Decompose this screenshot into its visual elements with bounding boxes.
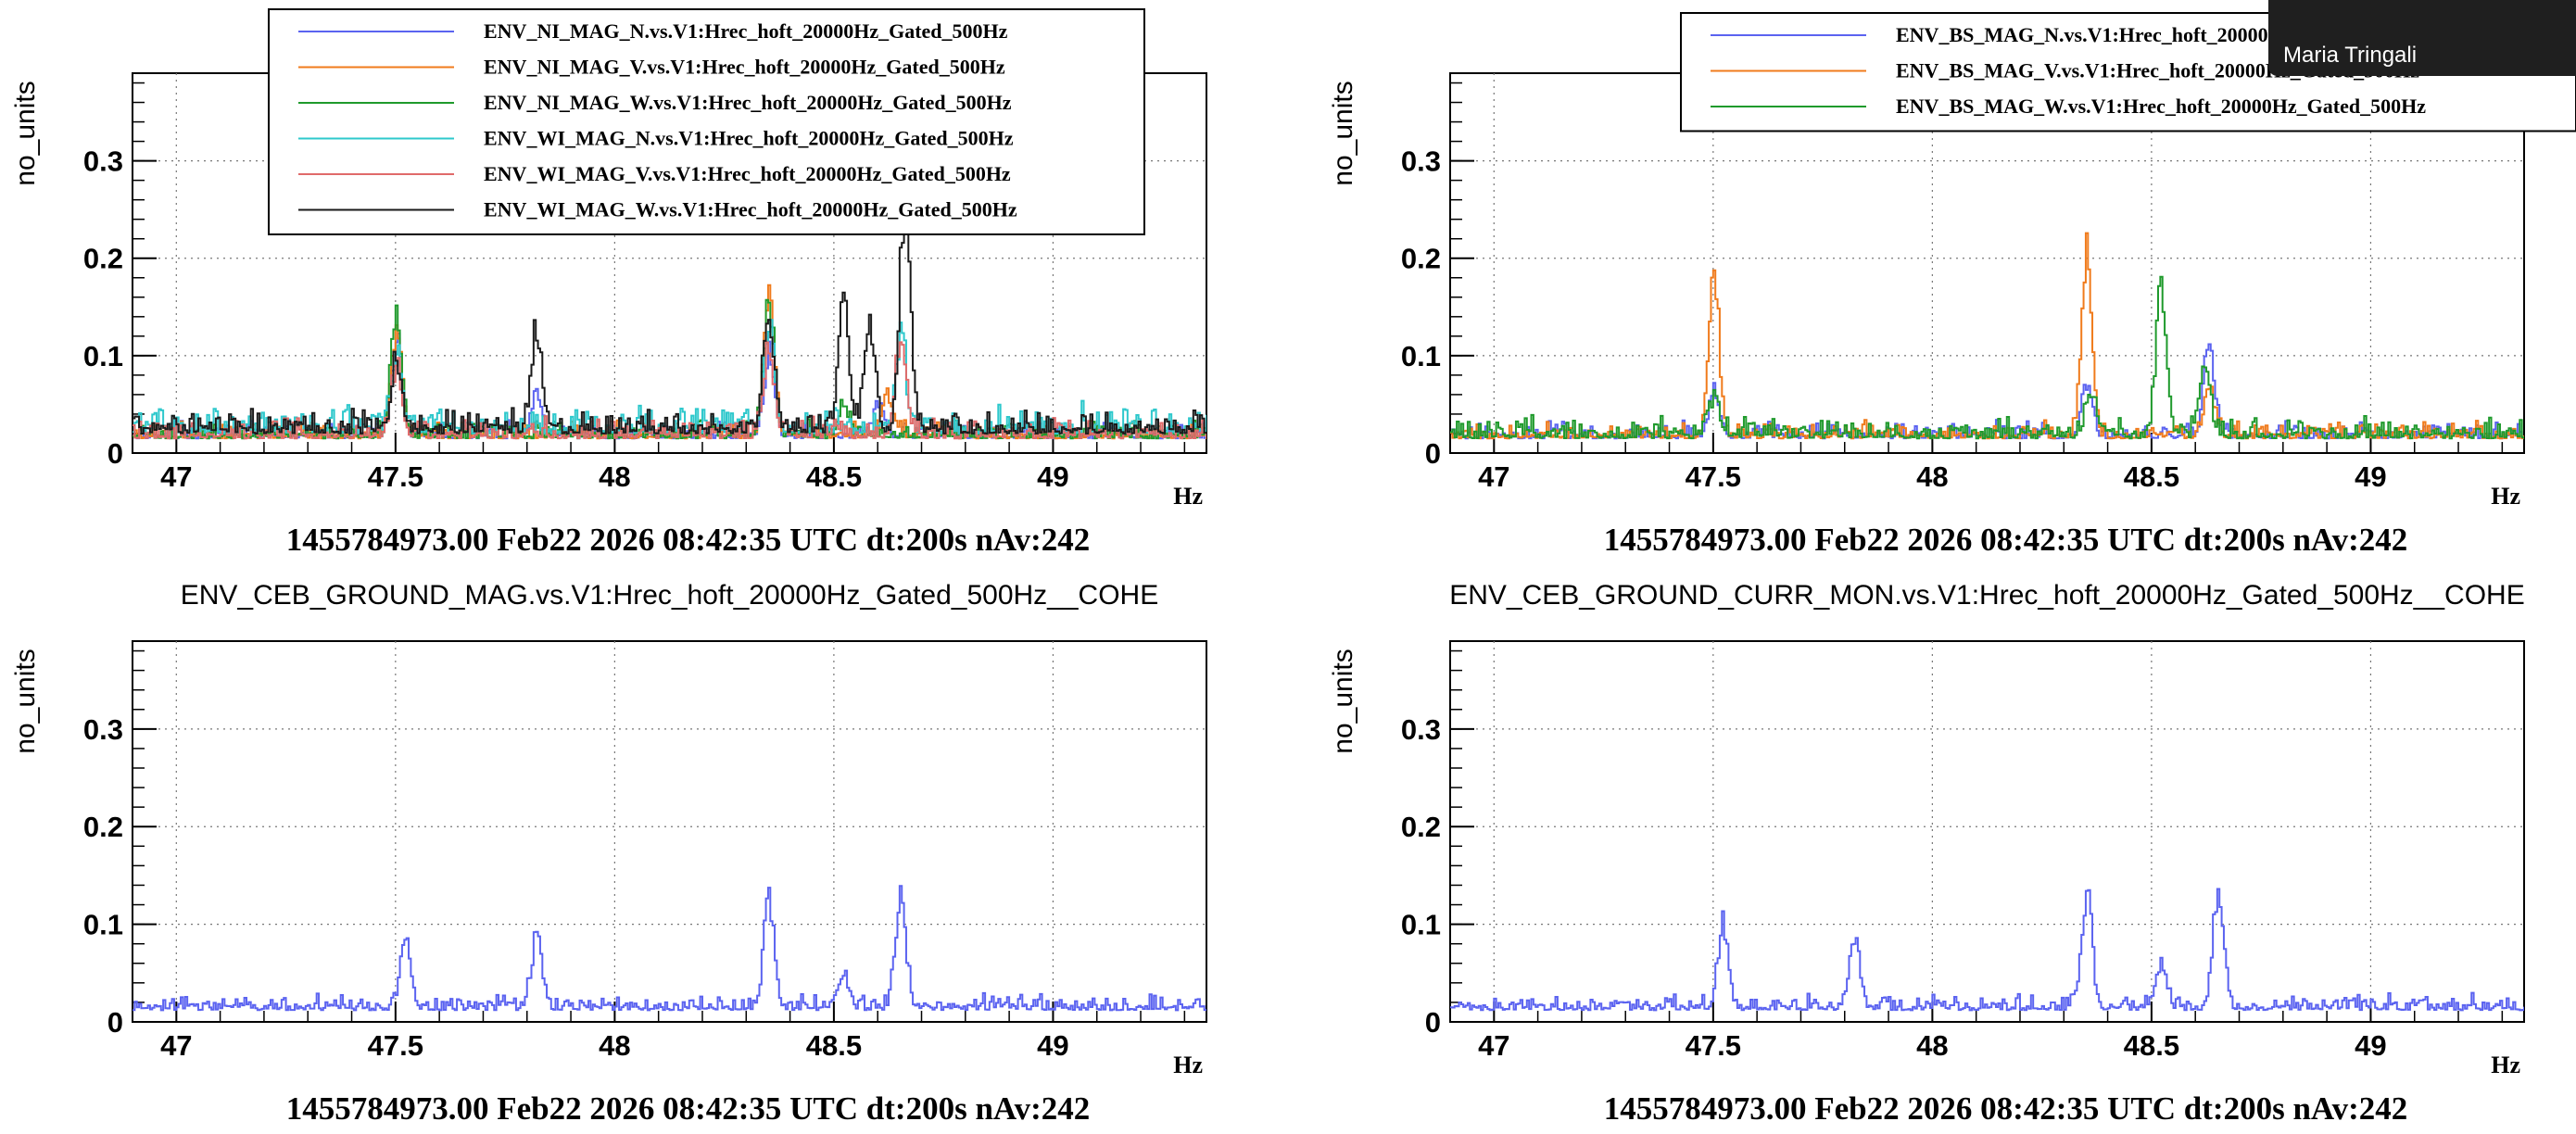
ytick-label: 0: [107, 437, 123, 470]
xtick-label: 47.5: [368, 1029, 423, 1062]
ytick-label: 0: [107, 1006, 123, 1039]
ytick-label: 0.1: [83, 909, 123, 941]
xtick-label: 47: [160, 460, 192, 493]
x-axis-label: Hz: [2491, 483, 2520, 510]
x-axis-label: Hz: [2491, 1052, 2520, 1078]
chart-footer-timestamp: 1455784973.00 Feb22 2026 08:42:35 UTC dt…: [286, 1090, 1091, 1127]
plot-frame: [132, 640, 1207, 1023]
series-line-env-ceb-ground-curr-mon: [1450, 888, 2524, 1012]
xtick-label: 47.5: [368, 460, 423, 493]
series-line-env-bs-mag-w: [1450, 275, 2524, 440]
xtick-label: 48.5: [806, 460, 862, 493]
chart-title: ENV_CEB_GROUND_MAG.vs.V1:Hrec_hoft_20000…: [181, 580, 1158, 611]
legend-entry: ENV_NI_MAG_V.vs.V1:Hrec_hoft_20000Hz_Gat…: [484, 56, 1005, 79]
series-line-env-ceb-ground-mag: [133, 885, 1206, 1012]
legend-entry: ENV_WI_MAG_W.vs.V1:Hrec_hoft_20000Hz_Gat…: [484, 198, 1017, 221]
xtick-label: 47: [1478, 460, 1509, 493]
chart-footer-timestamp: 1455784973.00 Feb22 2026 08:42:35 UTC dt…: [286, 522, 1091, 558]
chart-panel-p4: ENV_CEB_GROUND_CURR_MON.vs.V1:Hrec_hoft_…: [1328, 580, 2525, 1127]
xtick-label: 48: [1916, 460, 1948, 493]
xtick-label: 49: [1037, 1029, 1068, 1062]
legend-entry: ENV_WI_MAG_N.vs.V1:Hrec_hoft_20000Hz_Gat…: [484, 127, 1014, 150]
xtick-label: 47: [1478, 1029, 1509, 1062]
plot-frame: [1449, 72, 2525, 454]
legend-entry: ENV_WI_MAG_V.vs.V1:Hrec_hoft_20000Hz_Gat…: [484, 162, 1011, 185]
chart-panel-p3: ENV_CEB_GROUND_MAG.vs.V1:Hrec_hoft_20000…: [10, 580, 1207, 1127]
chart-footer-timestamp: 1455784973.00 Feb22 2026 08:42:35 UTC dt…: [1604, 1090, 2408, 1127]
ytick-label: 0.2: [1401, 243, 1441, 275]
legend-entry: ENV_BS_MAG_W.vs.V1:Hrec_hoft_20000Hz_Gat…: [1896, 94, 2426, 118]
chart-footer-timestamp: 1455784973.00 Feb22 2026 08:42:35 UTC dt…: [1604, 522, 2408, 558]
legend-entry: ENV_NI_MAG_N.vs.V1:Hrec_hoft_20000Hz_Gat…: [484, 19, 1008, 43]
xtick-label: 48.5: [2124, 1029, 2179, 1062]
xtick-label: 49: [1037, 460, 1068, 493]
ytick-label: 0.2: [83, 811, 123, 843]
x-axis-label: Hz: [1173, 1052, 1203, 1078]
ytick-label: 0.1: [1401, 340, 1441, 372]
xtick-label: 47: [160, 1029, 192, 1062]
ytick-label: 0: [1425, 437, 1441, 470]
y-axis-label: no_units: [1328, 649, 1358, 753]
ytick-label: 0.1: [83, 340, 123, 372]
ytick-label: 0.3: [83, 145, 123, 178]
y-axis-label: no_units: [10, 81, 41, 185]
xtick-label: 48.5: [806, 1029, 862, 1062]
legend-entry: ENV_NI_MAG_W.vs.V1:Hrec_hoft_20000Hz_Gat…: [484, 91, 1012, 114]
xtick-label: 48: [599, 460, 630, 493]
ytick-label: 0.2: [1401, 811, 1441, 843]
plot-frame: [1449, 640, 2525, 1023]
xtick-label: 48: [1916, 1029, 1948, 1062]
x-axis-label: Hz: [1173, 483, 1203, 510]
xtick-label: 49: [2355, 460, 2386, 493]
series-line-env-wi-mag-w: [133, 181, 1206, 435]
ytick-label: 0.3: [1401, 145, 1441, 178]
xtick-label: 47.5: [1686, 460, 1741, 493]
xtick-label: 49: [2355, 1029, 2386, 1062]
y-axis-label: no_units: [1328, 81, 1358, 185]
chart-title: ENV_CEB_GROUND_CURR_MON.vs.V1:Hrec_hoft_…: [1449, 580, 2524, 611]
ytick-label: 0.3: [83, 713, 123, 746]
xtick-label: 48: [599, 1029, 630, 1062]
participant-name-tag: Maria Tringali: [2268, 0, 2576, 76]
chart-panel-p2: 0 0.1 0.2 0.3 47 47.5 48 48.5 49 Hz no_units ENV_BS…: [1328, 12, 2576, 558]
y-axis-label: no_units: [10, 649, 41, 753]
ytick-label: 0.2: [83, 243, 123, 275]
ytick-label: 0.3: [1401, 713, 1441, 746]
participant-name: Maria Tringali: [2283, 43, 2418, 68]
ytick-label: 0.1: [1401, 909, 1441, 941]
ytick-label: 0: [1425, 1006, 1441, 1039]
xtick-label: 47.5: [1686, 1029, 1741, 1062]
chart-panel-p1: 0 0.1 0.2 0.3 47 47.5 48 48.5 49 Hz no_units ENV_NI…: [10, 8, 1207, 558]
xtick-label: 48.5: [2124, 460, 2179, 493]
legend-box: [268, 8, 1145, 235]
